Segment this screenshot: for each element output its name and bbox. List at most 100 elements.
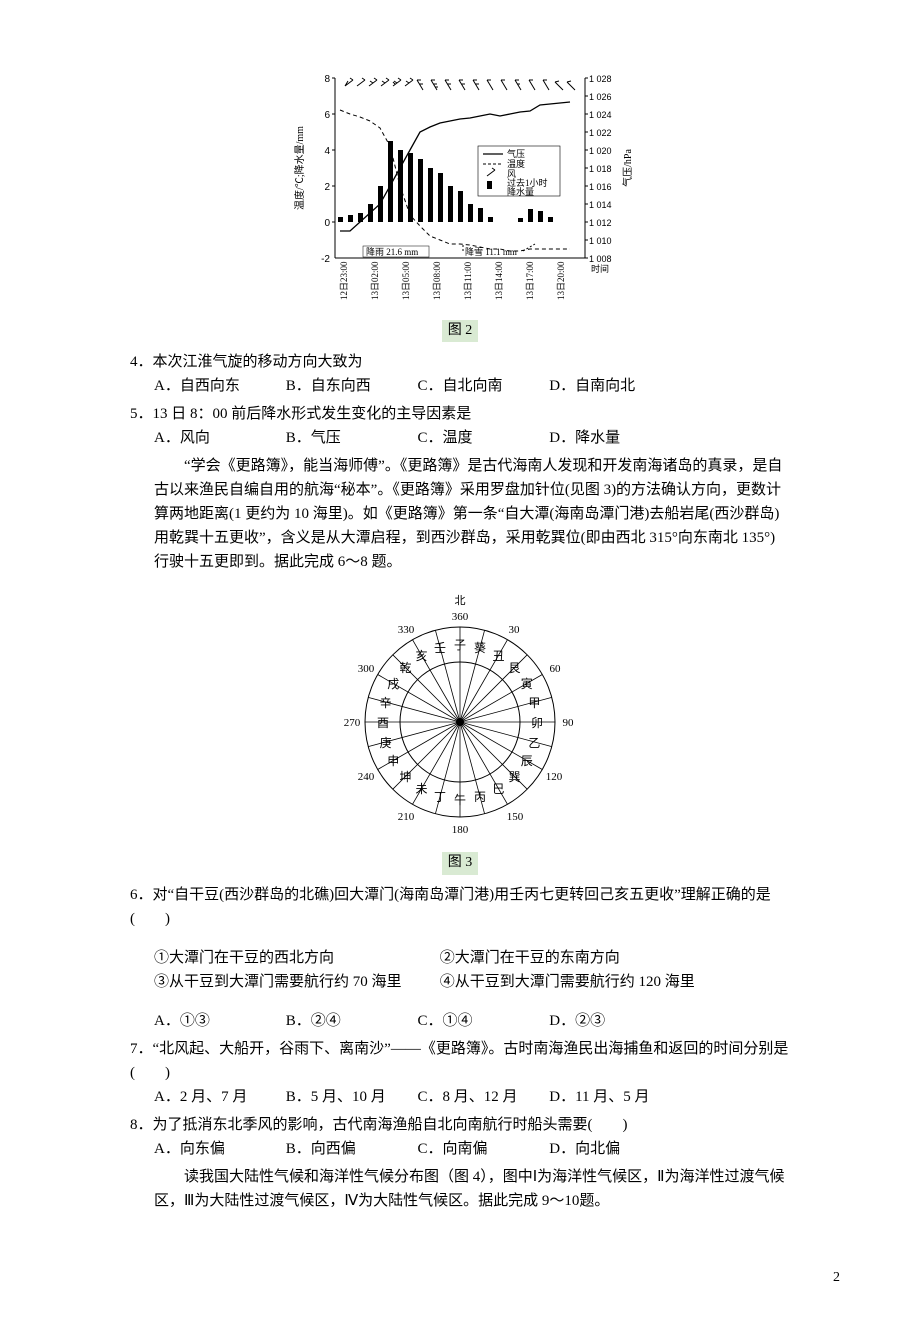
- compass-diagram: 北 360 30 60 90 120 150 180 210 240 270 3…: [330, 582, 590, 850]
- svg-text:2: 2: [324, 182, 330, 193]
- q5-opt-d: D．降水量: [549, 426, 677, 450]
- q5-opt-b: B．气压: [286, 426, 414, 450]
- q6-opt-c: C．①④: [418, 1009, 546, 1033]
- svg-text:90: 90: [563, 717, 575, 729]
- q7-opt-a: A．2 月、7 月: [154, 1085, 282, 1109]
- svg-text:降雪 11.1 mm: 降雪 11.1 mm: [465, 246, 517, 257]
- svg-text:申: 申: [387, 754, 399, 768]
- q6-opt-a: A．①③: [154, 1009, 282, 1033]
- svg-text:1 014: 1 014: [589, 200, 612, 210]
- q4-stem: 4．本次江淮气旋的移动方向大致为: [130, 350, 790, 374]
- svg-text:13日20:00: 13日20:00: [556, 261, 566, 300]
- svg-text:乾: 乾: [399, 661, 411, 675]
- svg-text:丑: 丑: [492, 649, 504, 663]
- figure-3: 北 360 30 60 90 120 150 180 210 240 270 3…: [130, 582, 790, 874]
- q8-opt-d: D．向北偏: [549, 1137, 677, 1161]
- svg-text:-2: -2: [321, 254, 330, 265]
- q5-stem: 5．13 日 8：00 前后降水形式发生变化的主导因素是: [130, 402, 790, 426]
- svg-text:1 018: 1 018: [589, 164, 612, 174]
- svg-text:1 026: 1 026: [589, 92, 612, 102]
- svg-text:巽: 巽: [508, 770, 520, 784]
- weather-chart: 8 6 4 2 0 -2 1 028 1 026 1 024 1 022 1 0…: [275, 68, 645, 318]
- svg-text:150: 150: [507, 811, 524, 823]
- svg-text:1 008: 1 008: [589, 254, 612, 264]
- q6-sub-4: ④从干豆到大潭门需要航行约 120 海里: [440, 970, 722, 994]
- svg-text:1 024: 1 024: [589, 110, 612, 120]
- figure-2-caption: 图 2: [442, 320, 479, 342]
- svg-text:300: 300: [358, 663, 375, 675]
- svg-text:0: 0: [324, 218, 330, 229]
- svg-text:1 022: 1 022: [589, 128, 612, 138]
- svg-text:丙: 丙: [474, 790, 486, 804]
- q8-opt-a: A．向东偏: [154, 1137, 282, 1161]
- passage-1: “学会《更路簿》，能当海师傅”。《更路簿》是古代海南人发现和开发南海诸岛的真录，…: [154, 454, 790, 574]
- q8-stem: 8．为了抵消东北季风的影响，古代南海渔船自北向南航行时船头需要( ): [130, 1113, 790, 1137]
- svg-text:360: 360: [452, 611, 469, 623]
- svg-text:240: 240: [358, 771, 375, 783]
- q7-options: A．2 月、7 月 B．5 月、10 月 C．8 月、12 月 D．11 月、5…: [130, 1085, 790, 1109]
- svg-text:180: 180: [452, 824, 469, 836]
- svg-text:壬: 壬: [434, 641, 446, 655]
- svg-text:乙: 乙: [528, 736, 540, 750]
- q6-sub-1: ①大潭门在干豆的西北方向: [154, 946, 436, 970]
- svg-text:120: 120: [546, 771, 563, 783]
- passage-2: 读我国大陆性气候和海洋性气候分布图（图 4），图中Ⅰ为海洋性气候区，Ⅱ为海洋性过…: [154, 1165, 790, 1213]
- svg-text:270: 270: [344, 717, 361, 729]
- svg-text:4: 4: [324, 146, 330, 157]
- svg-text:13日05:00: 13日05:00: [401, 261, 411, 300]
- q8-options: A．向东偏 B．向西偏 C．向南偏 D．向北偏: [130, 1137, 790, 1161]
- figure-2: 8 6 4 2 0 -2 1 028 1 026 1 024 1 022 1 0…: [130, 68, 790, 342]
- q4-options: A．自西向东 B．自东向西 C．自北向南 D．自南向北: [130, 374, 790, 398]
- svg-text:庚: 庚: [380, 735, 392, 750]
- svg-text:30: 30: [509, 624, 521, 636]
- svg-text:卯: 卯: [531, 716, 543, 730]
- svg-text:330: 330: [398, 624, 415, 636]
- svg-text:13日17:00: 13日17:00: [525, 261, 535, 300]
- svg-text:气压/hPa: 气压/hPa: [621, 149, 634, 187]
- svg-text:6: 6: [324, 110, 330, 121]
- svg-text:210: 210: [398, 811, 415, 823]
- q8-opt-b: B．向西偏: [286, 1137, 414, 1161]
- q4-opt-b: B．自东向西: [286, 374, 414, 398]
- q7-stem: 7．“北风起、大船开，谷雨下、离南沙”——《更路簿》。古时南海渔民出海捕鱼和返回…: [130, 1037, 790, 1085]
- q7-opt-b: B．5 月、10 月: [286, 1085, 414, 1109]
- svg-text:寅: 寅: [521, 676, 533, 691]
- svg-text:甲: 甲: [528, 696, 540, 710]
- svg-text:13日02:00: 13日02:00: [370, 261, 380, 300]
- svg-text:降水量: 降水量: [507, 186, 534, 197]
- svg-text:酉: 酉: [377, 716, 389, 730]
- svg-text:戌: 戌: [387, 677, 399, 691]
- svg-text:13日14:00: 13日14:00: [494, 261, 504, 300]
- svg-text:午: 午: [454, 793, 466, 807]
- svg-text:1 020: 1 020: [589, 146, 612, 156]
- q6-options: A．①③ B．②④ C．①④ D．②③: [130, 1009, 790, 1033]
- svg-text:13日08:00: 13日08:00: [432, 261, 442, 300]
- svg-text:时间: 时间: [591, 263, 609, 274]
- svg-text:降雨 21.6 mm: 降雨 21.6 mm: [366, 246, 418, 257]
- svg-text:葵: 葵: [474, 641, 486, 655]
- q6-sub-2: ②大潭门在干豆的东南方向: [440, 946, 722, 970]
- svg-text:辛: 辛: [380, 696, 392, 710]
- svg-text:1 012: 1 012: [589, 218, 612, 228]
- page-number: 2: [0, 1257, 920, 1319]
- svg-text:60: 60: [550, 663, 562, 675]
- q6-opt-b: B．②④: [286, 1009, 414, 1033]
- figure-3-caption: 图 3: [442, 852, 479, 874]
- svg-text:1 028: 1 028: [589, 74, 612, 84]
- svg-text:未: 未: [415, 782, 427, 796]
- q5-options: A．风向 B．气压 C．温度 D．降水量: [130, 426, 790, 450]
- q4-opt-d: D．自南向北: [549, 374, 677, 398]
- q6-sub-3: ③从干豆到大潭门需要航行约 70 海里: [154, 970, 436, 994]
- q6-opt-d: D．②③: [549, 1009, 677, 1033]
- svg-text:子: 子: [454, 638, 466, 652]
- svg-text:8: 8: [324, 74, 330, 85]
- svg-text:巳: 巳: [492, 782, 504, 796]
- svg-text:坤: 坤: [399, 769, 411, 784]
- svg-text:1 016: 1 016: [589, 182, 612, 192]
- svg-text:北: 北: [455, 594, 466, 607]
- svg-text:辰: 辰: [521, 754, 533, 768]
- svg-text:气压: 气压: [507, 148, 525, 159]
- svg-text:温度: 温度: [507, 158, 525, 169]
- svg-text:12日23:00: 12日23:00: [339, 261, 349, 300]
- q5-opt-c: C．温度: [418, 426, 546, 450]
